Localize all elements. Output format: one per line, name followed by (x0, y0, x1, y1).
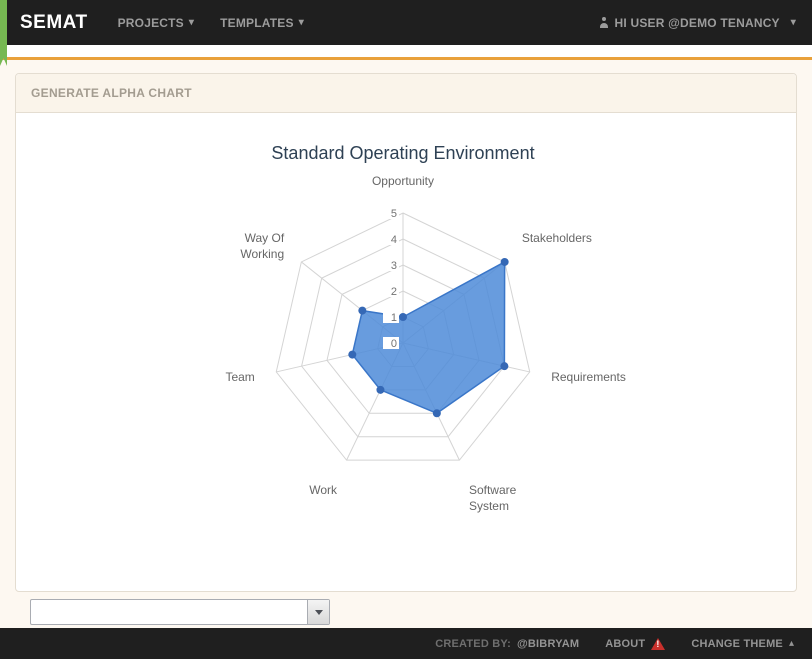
chevron-down-icon: ▾ (790, 16, 796, 28)
chevron-down-icon: ▾ (298, 16, 304, 28)
svg-text:Standard Operating Environment: Standard Operating Environment (271, 143, 534, 163)
chevron-down-icon (314, 609, 323, 615)
svg-text:Stakeholders: Stakeholders (522, 231, 592, 245)
svg-text:2: 2 (391, 286, 397, 298)
nav-projects[interactable]: PROJECTS ▾ (118, 16, 195, 30)
svg-text:Team: Team (225, 370, 254, 384)
panel-header: GENERATE ALPHA CHART (16, 74, 796, 113)
svg-text:1: 1 (391, 312, 397, 324)
chevron-up-icon: ▴ (788, 637, 794, 649)
svg-text:3: 3 (391, 260, 397, 272)
svg-text:System: System (469, 499, 509, 513)
svg-text:Requirements: Requirements (551, 370, 626, 384)
svg-text:5: 5 (391, 208, 397, 220)
created-by-label: CREATED BY: (435, 637, 511, 650)
svg-text:Way Of: Way Of (245, 231, 285, 245)
panel-title: GENERATE ALPHA CHART (31, 86, 192, 100)
change-theme-label: CHANGE THEME (691, 637, 783, 650)
nav-templates-label: TEMPLATES (220, 15, 294, 30)
svg-text:Work: Work (309, 483, 338, 497)
alpha-radar-chart: Standard Operating Environment 0 1 2 3 4 5 Oppo… (225, 143, 626, 513)
user-menu-label: HI USER @DEMO TENANCY (614, 15, 780, 30)
alpha-select-value (31, 600, 307, 624)
user-menu[interactable]: HI USER @DEMO TENANCY ▾ (599, 16, 796, 30)
header-gap (0, 45, 812, 57)
nav-templates[interactable]: TEMPLATES ▾ (220, 16, 304, 30)
about-link[interactable]: ABOUT (605, 637, 666, 650)
svg-text:4: 4 (391, 234, 397, 246)
warning-icon (651, 637, 666, 650)
accent-rule (0, 57, 812, 60)
svg-text:Software: Software (469, 483, 517, 497)
alpha-select[interactable] (30, 599, 330, 625)
nav-projects-label: PROJECTS (117, 15, 184, 30)
svg-text:Opportunity: Opportunity (372, 174, 434, 188)
alpha-select-button[interactable] (307, 600, 329, 624)
brand-logo[interactable]: SEMAT (20, 11, 88, 33)
user-icon (599, 17, 609, 28)
panel-body: Standard Operating Environment 0 1 2 3 4 5 Oppo… (16, 113, 796, 591)
content-area: GENERATE ALPHA CHART Standard Operating … (0, 60, 812, 592)
alpha-chart-panel: GENERATE ALPHA CHART Standard Operating … (15, 73, 797, 592)
footer: CREATED BY: @BIBRYAM ABOUT CHANGE THEME … (0, 628, 812, 659)
created-by-user-link[interactable]: @BIBRYAM (516, 637, 580, 650)
svg-text:0: 0 (391, 338, 397, 350)
created-by: CREATED BY: @BIBRYAM (435, 638, 579, 650)
about-label: ABOUT (605, 637, 646, 650)
brand-ribbon (0, 0, 7, 66)
chevron-down-icon: ▾ (188, 16, 195, 28)
svg-text:Working: Working (240, 247, 284, 261)
navbar: SEMAT PROJECTS ▾ TEMPLATES ▾ HI USER @DE… (0, 0, 812, 66)
change-theme-link[interactable]: CHANGE THEME ▴ (691, 638, 794, 650)
